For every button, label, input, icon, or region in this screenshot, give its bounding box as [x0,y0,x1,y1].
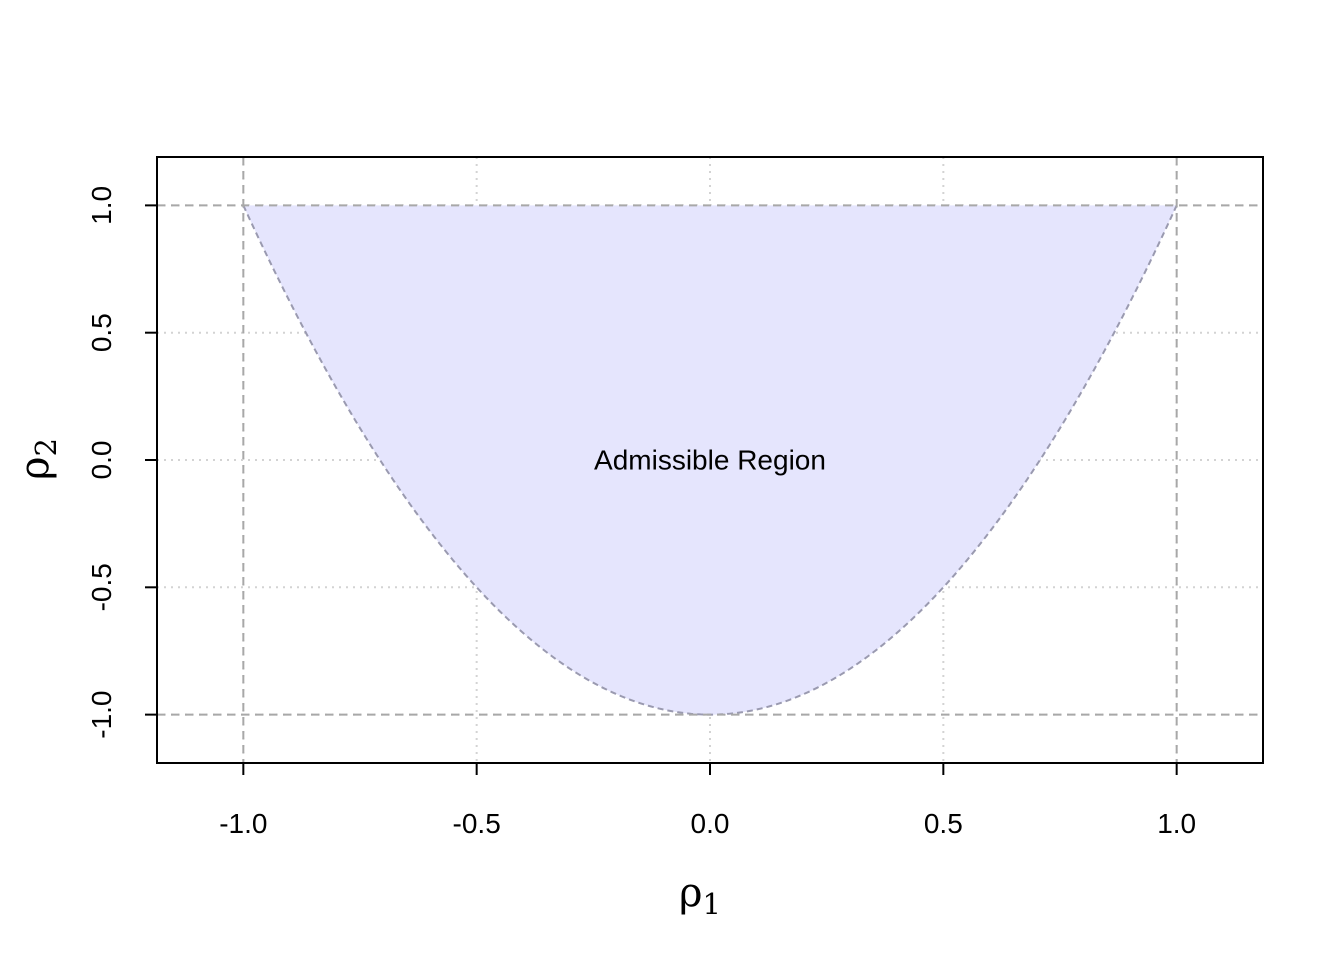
y-tick-label: -1.0 [86,690,117,738]
y-axis-subscript: 2 [29,438,63,456]
y-tick-label: 0.5 [86,313,117,352]
x-tick-label: 0.5 [924,808,963,839]
x-tick-label: -0.5 [453,808,501,839]
x-tick-label: 1.0 [1157,808,1196,839]
y-tick-label: 0.0 [86,441,117,480]
y-axis-title: ρ2 [12,438,63,480]
x-axis-title: ρ1 [679,870,721,921]
y-axis-symbol: ρ [12,456,58,480]
y-tick-label: -0.5 [86,563,117,611]
x-axis: -1.0 -0.5 0.0 0.5 1.0 [219,763,1196,839]
region-label: Admissible Region [594,445,826,476]
admissible-region-fill [243,205,1177,715]
x-axis-symbol: ρ [679,870,703,916]
y-tick-label: 1.0 [86,186,117,225]
reference-lines [157,157,1263,763]
x-tick-label: 0.0 [691,808,730,839]
y-axis: -1.0 -0.5 0.0 0.5 1.0 [86,186,157,739]
x-axis-subscript: 1 [703,887,721,921]
x-tick-label: -1.0 [219,808,267,839]
